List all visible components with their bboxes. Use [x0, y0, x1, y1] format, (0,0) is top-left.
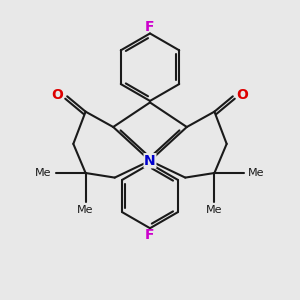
- Text: N: N: [144, 154, 156, 168]
- Text: F: F: [145, 228, 155, 242]
- Text: O: O: [52, 88, 64, 102]
- Text: Me: Me: [206, 205, 223, 215]
- Text: O: O: [236, 88, 248, 102]
- Text: Me: Me: [35, 168, 52, 178]
- Text: Me: Me: [248, 168, 265, 178]
- Text: Me: Me: [77, 205, 94, 215]
- Text: F: F: [145, 20, 155, 34]
